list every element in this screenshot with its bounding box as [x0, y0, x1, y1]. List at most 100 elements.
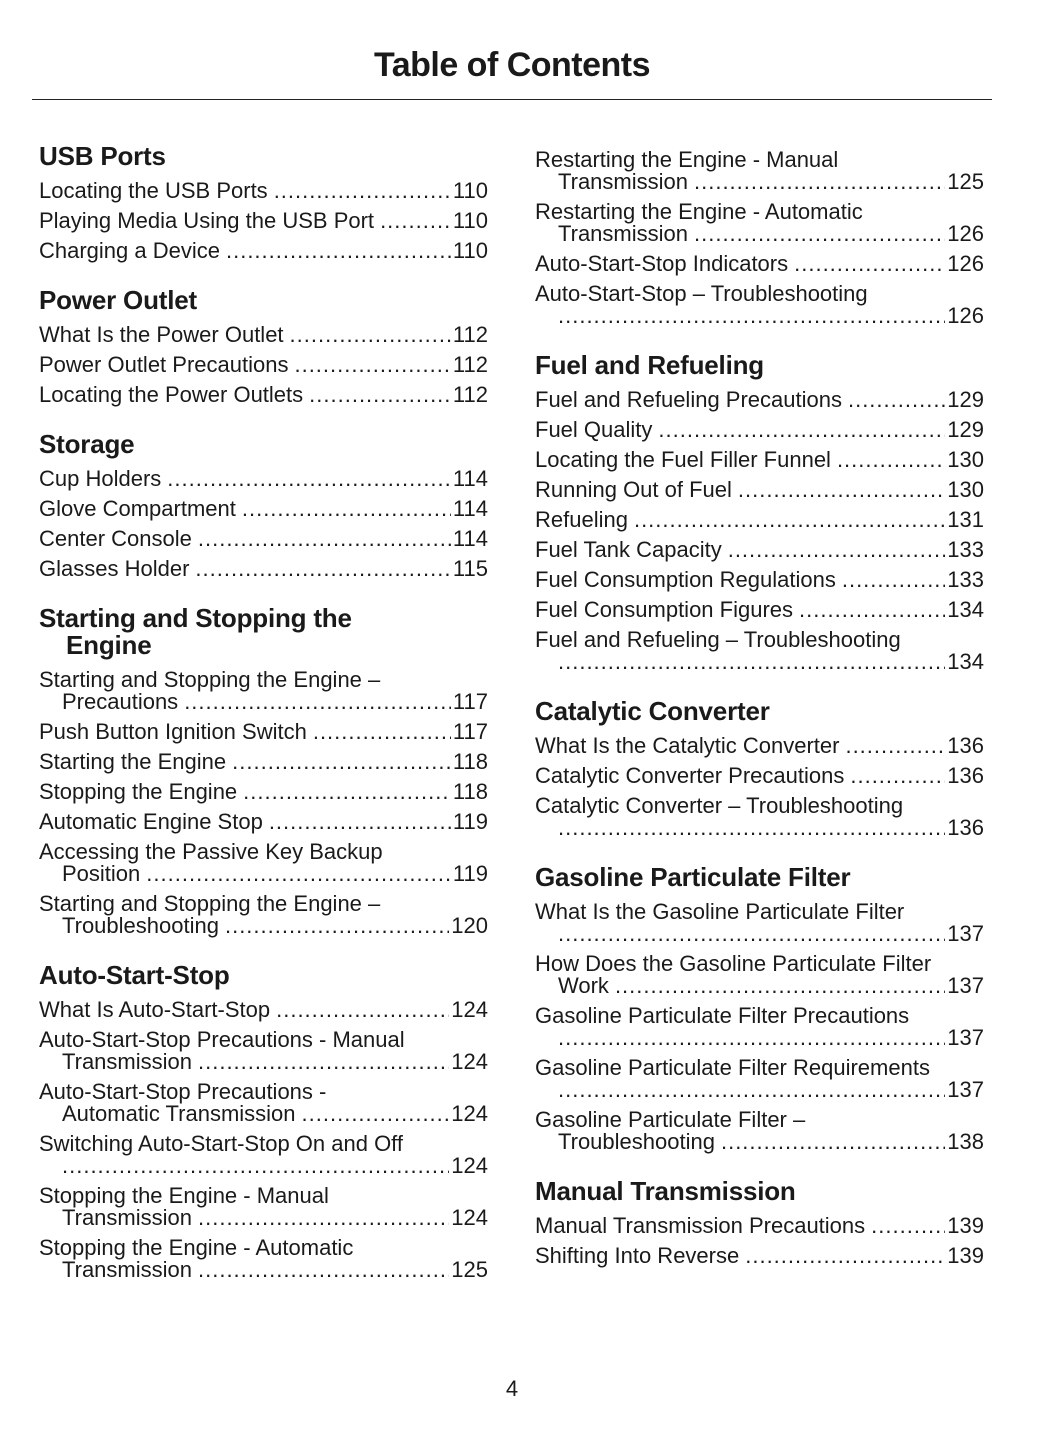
toc-entry[interactable]: Starting and Stopping the Engine – Troubl…	[39, 889, 488, 941]
toc-entry[interactable]: Playing Media Using the USB Port 110	[39, 206, 488, 236]
entry-page-number[interactable]: 112	[452, 382, 488, 407]
dot-leader	[274, 176, 451, 206]
entry-page-number[interactable]: 131	[947, 507, 984, 532]
entry-page-number[interactable]: 134	[947, 649, 984, 674]
entry-page-number[interactable]: 112	[452, 352, 488, 377]
toc-entry[interactable]: Stopping the Engine - Automatic Transmiss…	[39, 1233, 488, 1285]
toc-entry[interactable]: Cup Holders 114	[39, 464, 488, 494]
entry-page-number[interactable]: 129	[947, 387, 984, 412]
toc-entry[interactable]: Fuel Tank Capacity 133	[535, 535, 984, 565]
entry-page-number[interactable]: 124	[451, 1101, 488, 1126]
toc-entry[interactable]: What Is the Power Outlet 112	[39, 320, 488, 350]
entry-page-number[interactable]: 137	[947, 1025, 984, 1050]
entry-page-number[interactable]: 124	[451, 997, 488, 1022]
entry-page-number[interactable]: 130	[947, 447, 984, 472]
toc-entry[interactable]: Gasoline Particulate Filter Requirements…	[535, 1053, 984, 1105]
toc-entry[interactable]: Locating the Fuel Filler Funnel 130	[535, 445, 984, 475]
toc-entry[interactable]: Restarting the Engine - Manual Transmissi…	[535, 145, 984, 197]
entry-line: Manual Transmission Precautions 139	[535, 1211, 984, 1241]
entry-page-number[interactable]: 137	[947, 1077, 984, 1102]
toc-entry[interactable]: Locating the USB Ports 110	[39, 176, 488, 206]
toc-entry[interactable]: Locating the Power Outlets 112	[39, 380, 488, 410]
toc-entry[interactable]: How Does the Gasoline Particulate Filter…	[535, 949, 984, 1001]
entry-page-number[interactable]: 124	[451, 1153, 488, 1178]
entry-page-number[interactable]: 125	[947, 169, 984, 194]
entry-page-number[interactable]: 114	[452, 496, 488, 521]
section-heading-text: Starting and Stopping the	[39, 603, 352, 633]
toc-entry[interactable]: Fuel and Refueling – Troubleshooting 134	[535, 625, 984, 677]
toc-section: Auto-Start-Stop What Is Auto-Start-Stop 12…	[39, 962, 488, 1285]
entry-page-number[interactable]: 118	[452, 749, 488, 774]
toc-entry[interactable]: Manual Transmission Precautions 139	[535, 1211, 984, 1241]
toc-entry[interactable]: Auto-Start-Stop – Troubleshooting 126	[535, 279, 984, 331]
toc-entry[interactable]: Fuel Quality 129	[535, 415, 984, 445]
entry-page-number[interactable]: 134	[947, 597, 984, 622]
entry-page-number[interactable]: 139	[947, 1213, 984, 1238]
entry-page-number[interactable]: 126	[947, 221, 984, 246]
entry-line: Restarting the Engine - Manual	[535, 145, 984, 172]
entry-page-number[interactable]: 115	[452, 556, 488, 581]
toc-entry[interactable]: Catalytic Converter – Troubleshooting 136	[535, 791, 984, 843]
toc-entry[interactable]: Shifting Into Reverse 139	[535, 1241, 984, 1271]
toc-entry[interactable]: Charging a Device 110	[39, 236, 488, 266]
entry-page-number[interactable]: 124	[451, 1205, 488, 1230]
entry-page-number[interactable]: 110	[452, 178, 488, 203]
entry-page-number[interactable]: 136	[947, 763, 984, 788]
toc-entry[interactable]: Accessing the Passive Key Backup Position…	[39, 837, 488, 889]
toc-entry[interactable]: Stopping the Engine 118	[39, 777, 488, 807]
toc-entry[interactable]: What Is Auto-Start-Stop 124	[39, 995, 488, 1025]
entry-page-number[interactable]: 119	[452, 809, 488, 834]
toc-entry[interactable]: Stopping the Engine - Manual Transmission…	[39, 1181, 488, 1233]
toc-entry[interactable]: Restarting the Engine - Automatic Transmi…	[535, 197, 984, 249]
entry-page-number[interactable]: 129	[947, 417, 984, 442]
toc-entry[interactable]: Automatic Engine Stop 119	[39, 807, 488, 837]
entry-page-number[interactable]: 117	[452, 689, 488, 714]
entry-page-number[interactable]: 119	[452, 861, 488, 886]
toc-entry[interactable]: Power Outlet Precautions 112	[39, 350, 488, 380]
toc-entry[interactable]: Switching Auto-Start-Stop On and Off 124	[39, 1129, 488, 1181]
toc-entry[interactable]: Center Console 114	[39, 524, 488, 554]
dot-leader	[721, 1129, 945, 1155]
toc-entry[interactable]: Starting the Engine 118	[39, 747, 488, 777]
entry-page-number[interactable]: 126	[947, 303, 984, 328]
toc-entry[interactable]: Auto-Start-Stop Precautions - Automatic T…	[39, 1077, 488, 1129]
dot-leader	[850, 761, 945, 791]
entry-page-number[interactable]: 114	[452, 466, 488, 491]
entry-page-number[interactable]: 112	[452, 322, 488, 347]
toc-entry[interactable]: Fuel and Refueling Precautions 129	[535, 385, 984, 415]
toc-entry[interactable]: Glove Compartment 114	[39, 494, 488, 524]
toc-entry[interactable]: What Is the Catalytic Converter 136	[535, 731, 984, 761]
toc-entry[interactable]: What Is the Gasoline Particulate Filter 1…	[535, 897, 984, 949]
toc-entry[interactable]: Refueling 131	[535, 505, 984, 535]
toc-entry[interactable]: Gasoline Particulate Filter Precautions 1…	[535, 1001, 984, 1053]
entry-page-number[interactable]: 137	[947, 921, 984, 946]
entry-page-number[interactable]: 114	[452, 526, 488, 551]
entry-page-number[interactable]: 139	[947, 1243, 984, 1268]
entry-page-number[interactable]: 138	[947, 1129, 984, 1154]
toc-entry[interactable]: Push Button Ignition Switch 117	[39, 717, 488, 747]
toc-entry[interactable]: Fuel Consumption Regulations 133	[535, 565, 984, 595]
entry-page-number[interactable]: 133	[947, 537, 984, 562]
entry-page-number[interactable]: 133	[947, 567, 984, 592]
toc-entry[interactable]: Auto-Start-Stop Indicators 126	[535, 249, 984, 279]
entry-page-number[interactable]: 126	[947, 251, 984, 276]
entry-page-number[interactable]: 118	[452, 779, 488, 804]
entry-page-number[interactable]: 110	[452, 208, 488, 233]
toc-entry[interactable]: Starting and Stopping the Engine – Precau…	[39, 665, 488, 717]
entry-page-number[interactable]: 125	[451, 1257, 488, 1282]
entry-page-number[interactable]: 120	[451, 913, 488, 938]
entry-page-number[interactable]: 136	[947, 733, 984, 758]
toc-entry[interactable]: Catalytic Converter Precautions 136	[535, 761, 984, 791]
entry-page-number[interactable]: 130	[947, 477, 984, 502]
toc-entry[interactable]: Glasses Holder 115	[39, 554, 488, 584]
entry-page-number[interactable]: 117	[452, 719, 488, 744]
entry-page-number[interactable]: 110	[452, 238, 488, 263]
entry-title: Center Console	[39, 526, 192, 551]
entry-page-number[interactable]: 137	[947, 973, 984, 998]
toc-entry[interactable]: Running Out of Fuel 130	[535, 475, 984, 505]
toc-entry[interactable]: Auto-Start-Stop Precautions - Manual Tran…	[39, 1025, 488, 1077]
entry-page-number[interactable]: 136	[947, 815, 984, 840]
toc-entry[interactable]: Gasoline Particulate Filter – Troubleshoo…	[535, 1105, 984, 1157]
toc-entry[interactable]: Fuel Consumption Figures 134	[535, 595, 984, 625]
entry-page-number[interactable]: 124	[451, 1049, 488, 1074]
